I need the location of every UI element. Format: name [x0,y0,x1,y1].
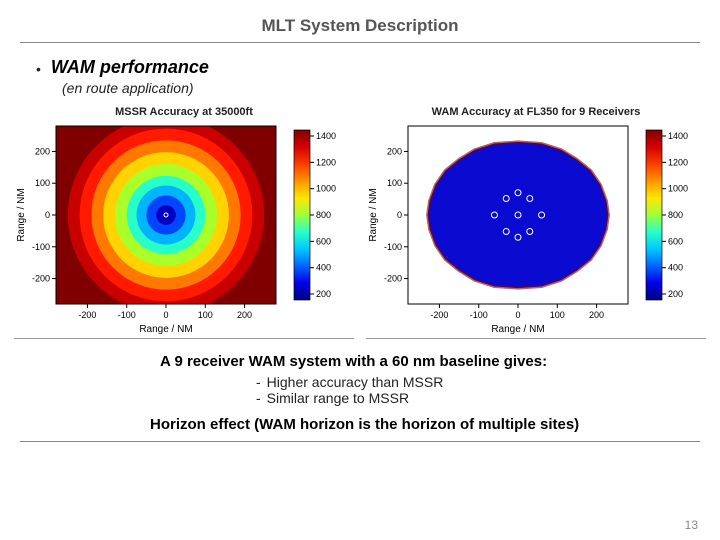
svg-text:200: 200 [237,310,252,320]
chart-right-svg: -200 -100 0 100 200 -200 -100 0 100 200 Range / NM… [366,120,706,334]
svg-text:200: 200 [316,289,331,299]
svg-text:1200: 1200 [668,157,688,167]
svg-text:100: 100 [198,310,213,320]
svg-text:100: 100 [387,178,402,188]
summary-sublist: -Higher accuracy than MSSR -Similar rang… [256,374,720,406]
svg-text:100: 100 [35,178,50,188]
summary-item-0: -Higher accuracy than MSSR [256,374,720,390]
chart-left-divider [14,338,354,339]
footer-divider [20,441,700,442]
svg-text:1400: 1400 [668,131,688,141]
svg-text:1000: 1000 [668,184,688,194]
summary-item-1-text: Similar range to MSSR [267,390,409,406]
svg-text:Range / NM: Range / NM [139,324,192,334]
svg-text:200: 200 [668,289,683,299]
chart-left-svg: -200 -100 0 100 200 -200 -100 0 100 200 Range / NM… [14,120,354,334]
page-number: 13 [685,518,698,532]
svg-text:-200: -200 [78,310,96,320]
chart-right-title: WAM Accuracy at FL350 for 9 Receivers [366,106,706,118]
summary-line: A 9 receiver WAM system with a 60 nm bas… [160,353,720,370]
svg-text:-100: -100 [384,242,402,252]
svg-text:-100: -100 [118,310,136,320]
svg-text:100: 100 [550,310,565,320]
svg-text:-200: -200 [384,274,402,284]
chart-left-title: MSSR Accuracy at 35000ft [14,106,354,118]
charts-row: MSSR Accuracy at 35000ft -200 -100 0 100 200… [12,106,708,339]
svg-text:1200: 1200 [316,157,336,167]
bullet-dot: • [36,61,41,77]
svg-text:-200: -200 [32,274,50,284]
title-divider [20,42,700,43]
svg-text:800: 800 [668,210,683,220]
svg-text:200: 200 [35,146,50,156]
svg-text:0: 0 [515,310,520,320]
svg-text:600: 600 [316,236,331,246]
svg-text:Range / NM: Range / NM [491,324,544,334]
svg-text:200: 200 [387,146,402,156]
svg-text:-100: -100 [32,242,50,252]
summary-block: A 9 receiver WAM system with a 60 nm bas… [0,353,720,406]
svg-text:400: 400 [316,263,331,273]
bullet-heading: WAM performance [51,57,209,78]
svg-text:400: 400 [668,263,683,273]
svg-text:0: 0 [163,310,168,320]
chart-left: MSSR Accuracy at 35000ft -200 -100 0 100 200… [14,106,354,339]
bullet-row: • WAM performance [36,57,720,78]
chart-right: WAM Accuracy at FL350 for 9 Receivers -2… [366,106,706,339]
horizon-line: Horizon effect (WAM horizon is the horiz… [0,416,720,433]
svg-text:Range / NM: Range / NM [16,188,27,241]
svg-text:200: 200 [589,310,604,320]
svg-text:1000: 1000 [316,184,336,194]
summary-item-1: -Similar range to MSSR [256,390,720,406]
svg-text:-100: -100 [470,310,488,320]
svg-text:600: 600 [668,236,683,246]
summary-item-0-text: Higher accuracy than MSSR [267,374,444,390]
slide-title: MLT System Description [0,0,720,36]
svg-text:1400: 1400 [316,131,336,141]
bullet-subtext: (en route application) [62,80,720,96]
chart-right-divider [366,338,706,339]
svg-text:0: 0 [397,210,402,220]
svg-text:800: 800 [316,210,331,220]
svg-text:0: 0 [45,210,50,220]
svg-text:Range / NM: Range / NM [368,188,379,241]
svg-text:-200: -200 [430,310,448,320]
